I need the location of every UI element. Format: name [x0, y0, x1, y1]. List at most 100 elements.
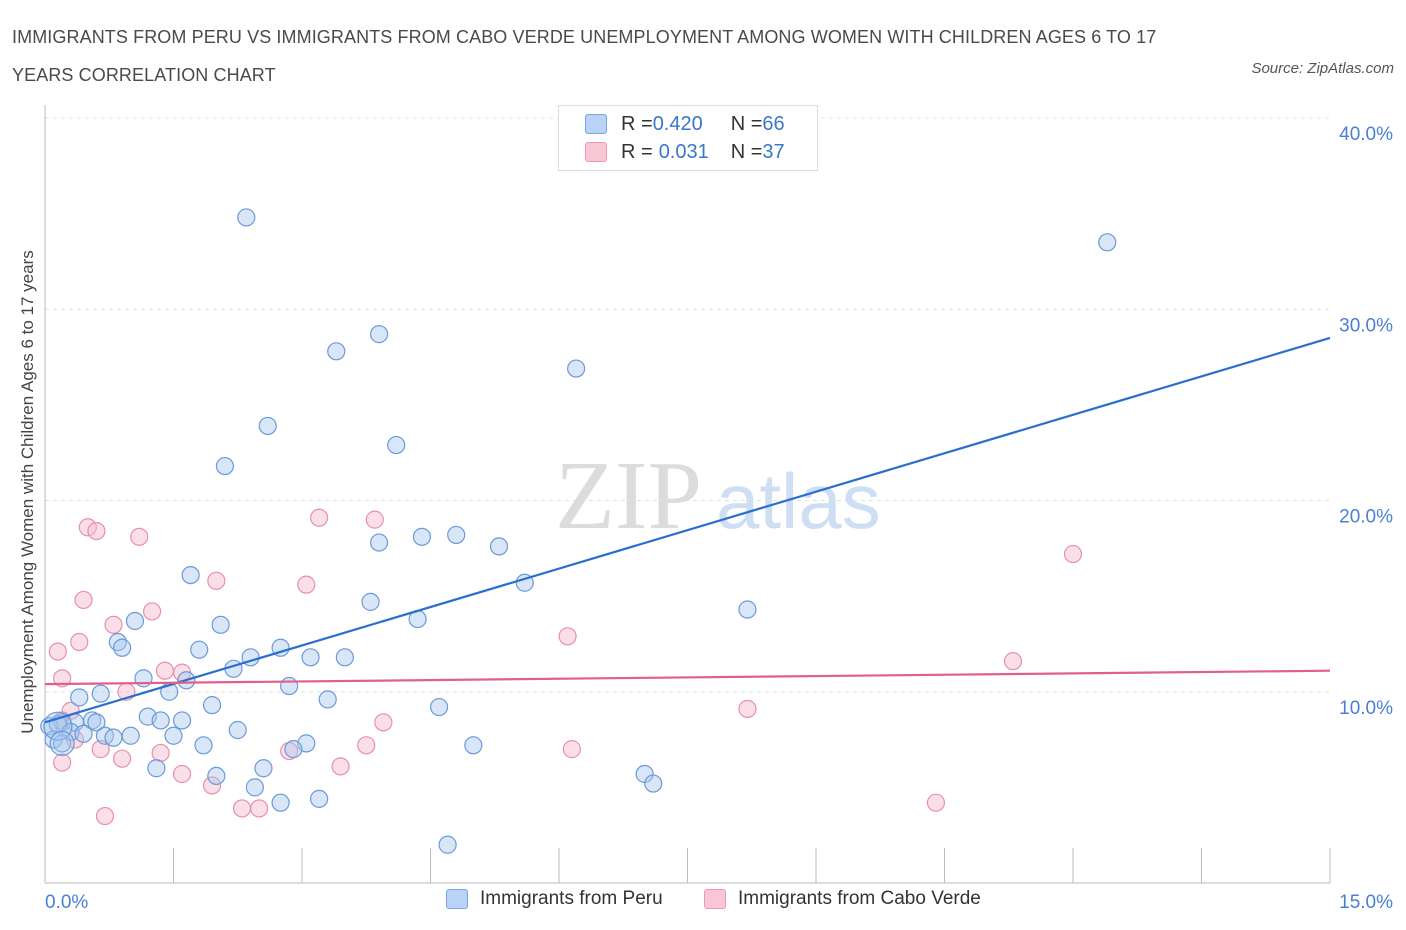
y-tick-label: 30.0% [1339, 315, 1393, 336]
stats-legend: R = 0.420 N = 66 R = 0.031 N = 37 [558, 105, 818, 171]
cabo-point [331, 757, 350, 776]
peru-point [53, 734, 72, 753]
peru-point [318, 690, 337, 709]
peru-r-value: 0.420 [652, 112, 703, 135]
peru-point [70, 688, 89, 707]
peru-point [310, 789, 329, 808]
gridlines [45, 117, 1330, 693]
x-tick-label: 15.0% [1339, 892, 1393, 913]
peru-points [40, 208, 1117, 854]
cabo-point [202, 776, 222, 795]
peru-point [245, 778, 264, 797]
source-label: Source: ZipAtlas.com [1251, 60, 1394, 77]
peru-point [258, 416, 277, 436]
peru-point [151, 711, 170, 730]
cabo-r-value: 0.031 [658, 140, 709, 163]
peru-point [429, 697, 449, 717]
cabo-point [310, 508, 329, 527]
cabo-point [48, 642, 67, 661]
cabo-point [207, 571, 226, 590]
peru-point [228, 720, 247, 740]
y-tick-label: 20.0% [1339, 507, 1393, 528]
peru-point [327, 342, 346, 361]
peru-point [215, 456, 234, 476]
x-tick-label: 0.0% [45, 892, 88, 913]
trendlines [44, 336, 1331, 724]
peru-point [207, 766, 226, 786]
peru-n-label: N = [730, 112, 763, 135]
peru-point [361, 592, 380, 611]
cabo-point [95, 806, 115, 826]
cabo-point [1063, 544, 1083, 564]
peru-point [254, 759, 273, 778]
peru-point [738, 600, 757, 619]
cabo-point [104, 615, 123, 634]
peru-r-label: R = [621, 112, 653, 135]
bottom-cabo-label: Immigrants from Cabo Verde [738, 888, 981, 909]
cabo-point [374, 713, 393, 732]
peru-point [280, 676, 299, 696]
chart-title: IMMIGRANTS FROM PERU VS IMMIGRANTS FROM … [12, 27, 1157, 85]
cabo-point [130, 527, 149, 546]
cabo-point [738, 699, 757, 719]
peru-point [237, 208, 256, 227]
peru-point-cluster [49, 730, 75, 756]
legend-row-peru: R = 0.420 N = 66 [585, 111, 785, 137]
peru-point [370, 325, 389, 344]
cabo-point [357, 736, 376, 755]
bottom-peru-label: Immigrants from Peru [480, 888, 663, 909]
peru-point [87, 713, 106, 732]
cabo-swatch [585, 142, 607, 162]
bottom-legend-peru: Immigrants from Peru [446, 888, 663, 910]
cabo-point [172, 764, 192, 784]
bottom-legend-cabo: Immigrants from Cabo Verde [704, 888, 981, 910]
peru-point [335, 648, 354, 667]
peru-point [464, 736, 483, 755]
peru-point [447, 525, 466, 545]
peru-n-value: 66 [762, 112, 785, 135]
peru-point [194, 736, 213, 755]
cabo-n-label: N = [730, 140, 763, 163]
peru-point [112, 638, 132, 657]
peru-point [104, 728, 123, 747]
peru-point [489, 537, 509, 556]
peru-point [172, 711, 192, 730]
peru-point [284, 740, 303, 759]
cabo-point [232, 799, 252, 818]
watermark-zip: ZIP [555, 442, 702, 550]
peru-point [1098, 233, 1117, 252]
cabo-point [1003, 652, 1023, 671]
peru-trendline [44, 336, 1331, 724]
cabo-point [87, 521, 106, 541]
peru-point [74, 724, 93, 743]
legend-row-cabo: R = 0.031 N = 37 [585, 139, 785, 165]
cabo-verde-points [48, 508, 1083, 826]
peru-point [370, 533, 389, 552]
cabo-point [91, 740, 110, 759]
peru-point [412, 527, 432, 546]
axes [44, 105, 1331, 884]
cabo-point [250, 799, 269, 818]
cabo-point [112, 749, 132, 768]
tick-labels: 10.0% 20.0% 30.0% 40.0% 0.0% 15.0% [45, 124, 1393, 913]
peru-point [271, 793, 290, 812]
peru-point [438, 835, 457, 854]
peru-point [190, 640, 209, 659]
peru-point [202, 696, 222, 715]
cabo-point [155, 661, 175, 680]
cabo-n-value: 37 [762, 140, 785, 163]
y-tick-label: 10.0% [1339, 698, 1393, 719]
peru-point [387, 435, 406, 455]
cabo-point [562, 740, 581, 759]
cabo-r-label: R = [621, 140, 653, 163]
cabo-point [926, 793, 946, 812]
cabo-point [365, 510, 384, 529]
peru-point [301, 648, 320, 667]
cabo-point [74, 590, 93, 610]
watermark: ZIP atlas [555, 442, 881, 550]
peru-point [211, 615, 230, 634]
bottom-cabo-swatch [704, 889, 726, 909]
cabo-point [297, 575, 316, 594]
peru-point [644, 774, 663, 793]
